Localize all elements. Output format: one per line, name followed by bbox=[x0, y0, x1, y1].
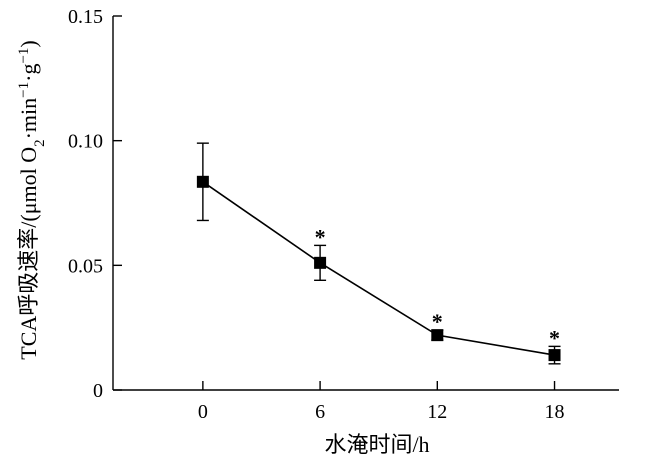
x-tick-label-1: 6 bbox=[315, 401, 325, 423]
y-axis-title-end: ) bbox=[16, 40, 41, 47]
series-line-0 bbox=[202, 181, 555, 356]
x-tick-label-3: 18 bbox=[545, 401, 565, 423]
y-axis-title-g: ·g bbox=[16, 64, 41, 82]
series: * * * bbox=[196, 142, 561, 365]
axes: 0 0.05 0.10 0.15 0 6 12 18 bbox=[68, 6, 619, 423]
x-tick-label-0: 0 bbox=[198, 401, 208, 423]
y-axis-title-o-sub: 2 bbox=[32, 139, 48, 147]
data-point-0 bbox=[196, 175, 209, 188]
y-tick-label-3: 0.15 bbox=[68, 6, 103, 28]
data-point-3 bbox=[548, 349, 561, 362]
x-tick-label-2: 12 bbox=[427, 401, 447, 423]
y-tick-label-2: 0.10 bbox=[68, 131, 103, 153]
y-axis-title-min: ·min bbox=[16, 98, 41, 140]
y-tick-label-1: 0.05 bbox=[68, 255, 103, 277]
significance-mark-3: * bbox=[549, 325, 560, 350]
y-axis-title-g-sup: −1 bbox=[16, 48, 32, 64]
y-tick-label-0: 0 bbox=[93, 380, 103, 402]
data-point-1 bbox=[314, 256, 327, 269]
data-point-2 bbox=[431, 329, 444, 342]
y-axis-title-min-sup: −1 bbox=[16, 82, 32, 98]
significance-mark-2: * bbox=[432, 309, 443, 334]
y-axis-title: TCA呼吸速率/(μmol O2·min−1·g−1) bbox=[16, 40, 48, 360]
significance-mark-1: * bbox=[315, 224, 326, 249]
y-axis-title-main: TCA呼吸速率/(μmol O bbox=[16, 147, 41, 360]
x-axis-title: 水淹时间/h bbox=[324, 432, 429, 457]
